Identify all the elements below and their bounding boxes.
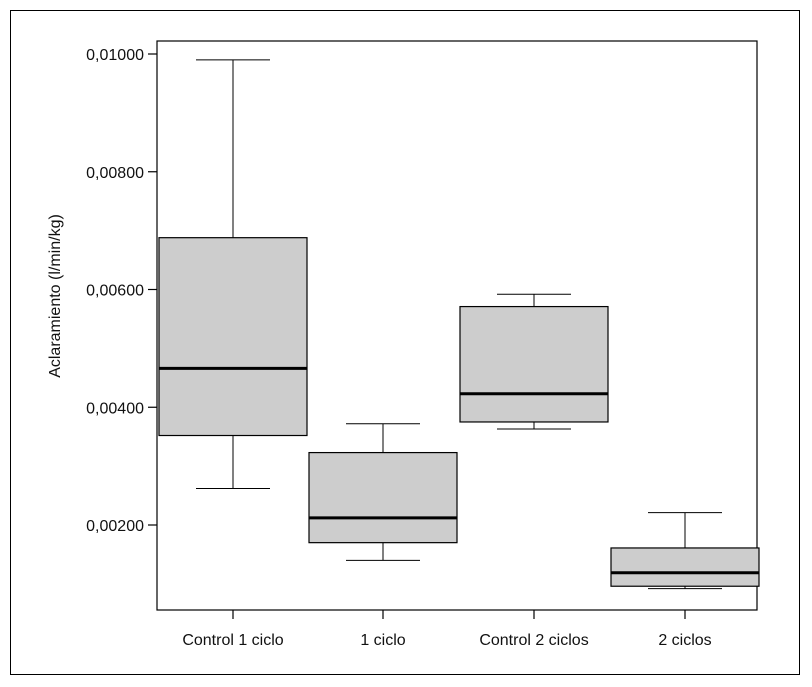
- y-tick-label: 0,00600: [86, 283, 144, 300]
- x-tick-label: 1 ciclo: [360, 632, 405, 649]
- box-1: [158, 59, 308, 489]
- y-tick-label: 0,01000: [86, 47, 144, 64]
- boxes: [158, 59, 760, 590]
- box-4: [610, 512, 760, 590]
- x-tick-label: Control 2 ciclos: [479, 632, 588, 649]
- y-tick-label: 0,00800: [86, 165, 144, 182]
- y-axis-title: Aclaramiento (l/min/kg): [47, 214, 64, 378]
- x-tick-label: 2 ciclos: [658, 632, 711, 649]
- x-tick-label: Control 1 ciclo: [182, 632, 283, 649]
- plot-area: [156, 40, 758, 611]
- x-axis: Control 1 ciclo 1 ciclo Control 2 ciclos 2 …: [182, 610, 712, 649]
- box-2: [308, 423, 458, 561]
- iqr-box: [158, 237, 308, 437]
- iqr-box: [308, 451, 458, 544]
- box-3: [459, 293, 609, 430]
- iqr-box: [459, 305, 609, 423]
- y-axis: 0,00200 0,00400 0,00600 0,00800 0,01000: [86, 47, 157, 535]
- iqr-box: [610, 547, 760, 587]
- y-tick-label: 0,00200: [86, 518, 144, 535]
- y-tick-label: 0,00400: [86, 400, 144, 417]
